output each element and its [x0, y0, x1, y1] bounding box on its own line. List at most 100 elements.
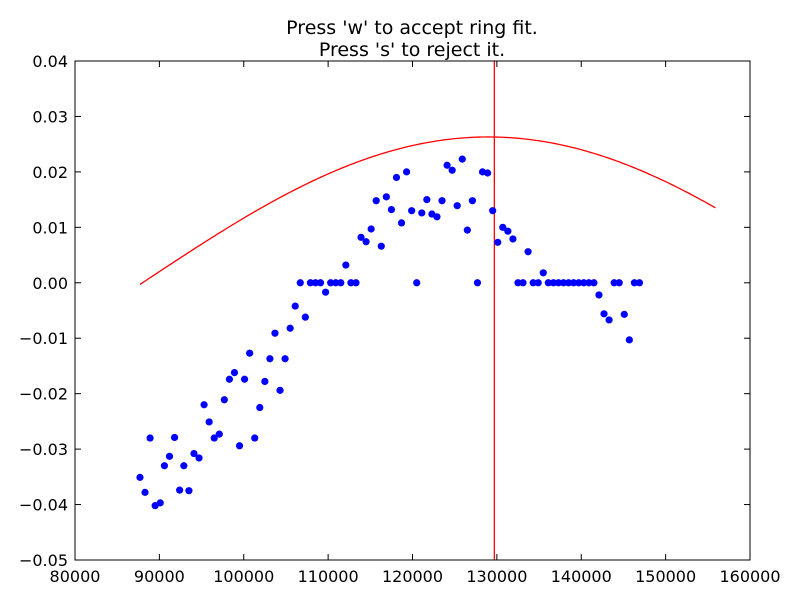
- data-point: [215, 430, 223, 438]
- data-point: [463, 226, 471, 234]
- y-tick-label: −0.05: [19, 551, 68, 570]
- data-point: [301, 313, 309, 321]
- data-point: [554, 279, 563, 287]
- data-point: [352, 279, 360, 287]
- y-tick-label: 0.01: [32, 218, 68, 237]
- fit-curve: [139, 136, 716, 285]
- data-point: [141, 488, 149, 496]
- data-point: [615, 279, 623, 287]
- data-point: [559, 279, 568, 287]
- data-point: [377, 242, 385, 250]
- data-point: [311, 279, 320, 287]
- data-point: [261, 377, 269, 386]
- data-point: [529, 279, 537, 287]
- y-tick-label: −0.03: [19, 440, 68, 459]
- data-point: [585, 279, 593, 287]
- data-point: [625, 336, 633, 344]
- data-point: [438, 197, 446, 205]
- x-tick-label: 140000: [551, 567, 612, 586]
- y-tick-label: 0.04: [32, 52, 68, 71]
- data-point: [494, 238, 502, 246]
- data-point: [387, 205, 396, 214]
- data-point: [225, 375, 234, 383]
- data-point: [372, 197, 380, 205]
- x-tick-label: 80000: [50, 567, 101, 586]
- data-point: [458, 155, 466, 163]
- data-point: [539, 269, 547, 277]
- data-point: [413, 279, 421, 287]
- data-point: [367, 225, 375, 233]
- x-tick-label: 100000: [213, 567, 274, 586]
- data-point: [362, 238, 370, 246]
- data-point: [235, 442, 244, 450]
- data-point: [327, 279, 335, 287]
- data-point: [281, 355, 289, 363]
- y-tick-label: 0.03: [32, 107, 68, 126]
- data-point: [519, 279, 527, 287]
- axis-ticks: 80000 90000 100000 110000 120000 130000 140000…: [19, 52, 781, 586]
- data-point: [600, 310, 608, 318]
- x-tick-label: 120000: [382, 567, 443, 586]
- y-tick-label: −0.04: [19, 496, 68, 515]
- data-point: [408, 207, 416, 215]
- x-tick-label: 130000: [466, 567, 527, 586]
- data-point: [160, 462, 169, 470]
- data-point: [271, 329, 279, 337]
- plot-frame: [74, 60, 751, 561]
- data-point: [433, 213, 441, 221]
- data-point: [165, 452, 174, 460]
- x-tick-label: 150000: [635, 567, 696, 586]
- data-point: [402, 168, 411, 176]
- data-point: [220, 396, 228, 404]
- data-point: [473, 279, 482, 287]
- data-point: [251, 434, 259, 442]
- data-point: [170, 433, 179, 442]
- data-point: [256, 403, 264, 412]
- data-point: [156, 499, 164, 507]
- data-point: [306, 279, 315, 287]
- data-point: [200, 401, 208, 409]
- y-tick-label: 0.00: [32, 274, 68, 293]
- x-tick-label: 110000: [298, 567, 359, 586]
- x-tick-label: 90000: [134, 567, 185, 586]
- data-point: [342, 261, 350, 269]
- data-point: [176, 486, 184, 494]
- data-point: [347, 279, 355, 287]
- data-point: [195, 454, 203, 462]
- data-point: [448, 166, 456, 174]
- y-tick-label: 0.02: [32, 163, 68, 182]
- data-point: [544, 279, 552, 287]
- data-point: [605, 316, 613, 324]
- y-tick-label: −0.01: [19, 329, 68, 348]
- plot-content: [136, 61, 716, 560]
- data-point: [635, 279, 644, 287]
- data-point: [564, 279, 573, 287]
- y-tick-label: −0.02: [19, 385, 68, 404]
- data-point: [286, 324, 294, 332]
- data-point: [549, 279, 558, 287]
- data-point: [210, 434, 218, 442]
- data-point: [610, 279, 618, 287]
- data-point: [509, 235, 517, 243]
- data-point: [418, 209, 426, 217]
- data-point: [443, 161, 451, 169]
- data-point: [570, 279, 578, 287]
- data-point: [205, 418, 213, 426]
- data-point: [534, 279, 542, 287]
- data-point: [185, 487, 193, 495]
- data-point: [382, 193, 390, 201]
- data-point: [483, 169, 492, 177]
- data-point: [499, 223, 507, 231]
- data-point: [595, 291, 603, 299]
- data-point: [423, 196, 431, 204]
- data-point: [575, 279, 583, 287]
- data-point: [392, 173, 401, 182]
- chart-title-line-2: Press 's' to reject it.: [319, 39, 505, 61]
- data-point: [266, 355, 274, 363]
- data-point: [504, 227, 512, 235]
- data-point: [357, 233, 365, 241]
- data-point: [580, 279, 588, 287]
- data-point: [136, 473, 144, 481]
- data-point: [489, 207, 497, 215]
